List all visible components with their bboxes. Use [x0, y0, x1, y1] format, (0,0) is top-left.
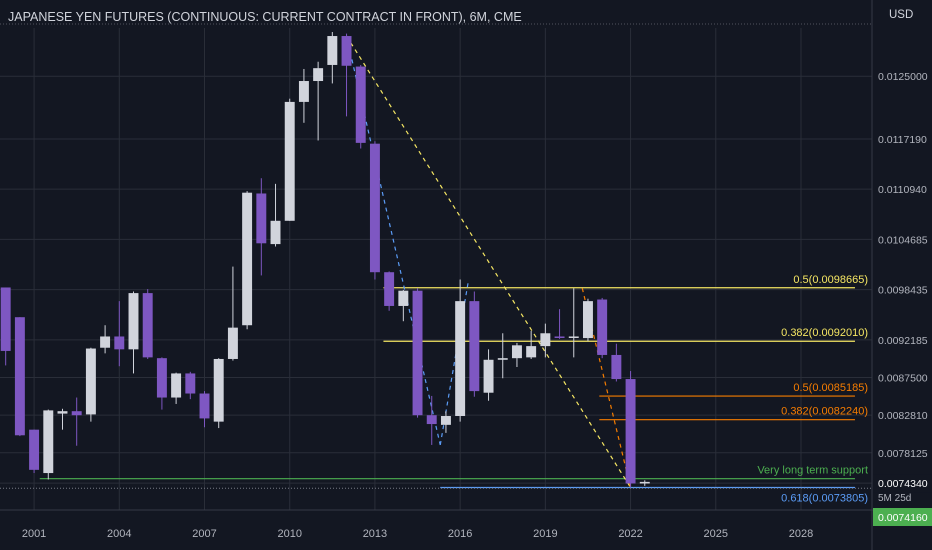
candle-body [270, 220, 281, 245]
candle-body [142, 293, 153, 358]
candle-body [398, 290, 409, 306]
candle-body [355, 66, 366, 143]
candle-body [199, 393, 210, 419]
candle-body [384, 272, 395, 306]
candle-body [227, 327, 238, 359]
time-tick-label: 2010 [277, 528, 301, 540]
candle-body [341, 36, 352, 66]
price-tick-label: 0.0125000 [878, 71, 928, 83]
level-label: 0.382(0.0092010) [781, 327, 868, 339]
candle-body [284, 101, 295, 221]
candle-body [440, 416, 451, 425]
current-price-label: 0.0074340 [878, 478, 928, 490]
price-tick-label: 0.0092185 [878, 335, 928, 347]
candle-body [71, 411, 82, 416]
price-tick-label: 0.0082810 [878, 410, 928, 422]
candle-body [611, 354, 622, 380]
time-tick-label: 2013 [363, 528, 387, 540]
chart-title: JAPANESE YEN FUTURES (CONTINUOUS: CURREN… [8, 10, 522, 24]
trend-line [346, 35, 632, 488]
currency-label: USD [889, 9, 913, 21]
candle-body [114, 336, 125, 350]
price-tick-label: 0.0117190 [878, 134, 927, 146]
candle-body [43, 410, 54, 474]
price-tick-label: 0.0087500 [878, 372, 928, 384]
candle-body [582, 301, 593, 339]
candle-body [100, 336, 111, 348]
candle-body [29, 429, 40, 470]
candle-body [540, 333, 551, 347]
candle-body [185, 373, 196, 394]
candle-body [327, 36, 338, 65]
candles [0, 32, 650, 488]
candle-body [128, 293, 139, 350]
candle-body [369, 143, 380, 273]
time-tick-label: 2007 [192, 528, 216, 540]
current-price-box [873, 474, 932, 493]
time-tick-label: 2022 [618, 528, 642, 540]
price-tick-label: 0.0078125 [878, 448, 928, 460]
price-tick-label: 0.0110940 [878, 184, 927, 196]
time-tick-label: 2019 [533, 528, 557, 540]
time-tick-label: 2004 [107, 528, 131, 540]
candle-body [14, 317, 25, 436]
price-tick-label: 0.0098435 [878, 285, 928, 297]
level-label: 0.382(0.0082240) [781, 406, 868, 418]
candle-body [57, 411, 68, 414]
countdown-label: 5M 25d [878, 493, 911, 504]
time-tick-label: 2016 [448, 528, 472, 540]
candle-body [554, 336, 565, 338]
candle-body [156, 358, 167, 398]
price-tick-label: 0.0104685 [878, 234, 928, 246]
candle-body [497, 358, 508, 360]
candle-body [597, 299, 608, 355]
candle-body [625, 379, 636, 484]
candle-body [526, 346, 537, 358]
time-tick-label: 2028 [789, 528, 813, 540]
time-tick-label: 2001 [22, 528, 46, 540]
last-price-label: 0.0074160 [878, 512, 928, 524]
candle-body [313, 68, 324, 82]
level-label: 0.5(0.0098665) [793, 274, 868, 286]
candle-body [469, 301, 480, 392]
candle-body [426, 415, 437, 425]
candle-body [511, 345, 522, 359]
candle-body [412, 290, 423, 416]
last-price-box [873, 508, 932, 526]
level-label: 0.618(0.0073805) [781, 492, 868, 504]
candle-body [256, 193, 267, 244]
candle-body [455, 301, 466, 417]
candle-body [0, 287, 11, 351]
candle-body [85, 348, 96, 415]
candle-body [213, 358, 224, 422]
level-label: 0.5(0.0085185) [793, 382, 868, 394]
fib-levels: 0.5(0.0098665) 0.382(0.0092010) 0.5(0.0085… [39, 274, 868, 504]
level-label: Very long term support [757, 465, 868, 477]
candle-body [483, 359, 494, 393]
candle-body [639, 481, 650, 484]
candle-body [298, 81, 309, 102]
candle-body [242, 192, 253, 326]
time-tick-label: 2025 [704, 528, 728, 540]
trend-line [345, 35, 441, 446]
candle-body [171, 373, 182, 398]
candle-body [568, 336, 579, 338]
